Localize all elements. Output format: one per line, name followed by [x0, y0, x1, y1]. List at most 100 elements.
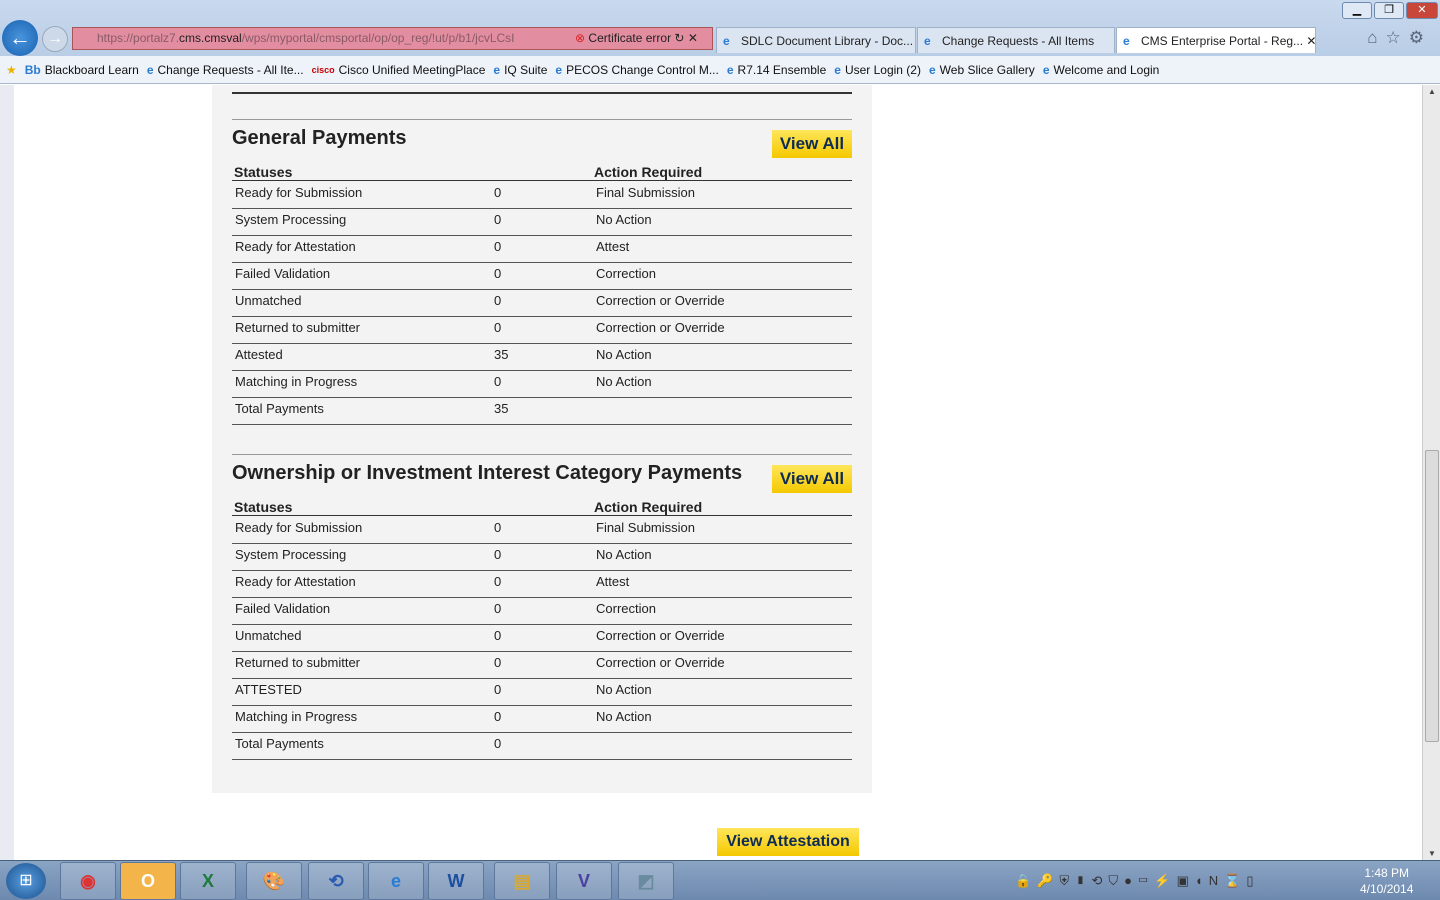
- outlook-taskbar-icon[interactable]: O: [120, 862, 176, 900]
- favorites-icon[interactable]: ★: [6, 62, 17, 77]
- minimize-button[interactable]: ▁: [1342, 2, 1372, 19]
- app-taskbar-icon[interactable]: ◩: [618, 862, 674, 900]
- favorite-link[interactable]: e R7.14 Ensemble: [727, 63, 826, 77]
- status-cell: Failed Validation: [235, 601, 331, 616]
- table-row: Unmatched 0 Correction or Override: [232, 625, 852, 652]
- ie-icon: e: [1123, 34, 1130, 48]
- favorite-link[interactable]: e Web Slice Gallery: [929, 63, 1035, 77]
- action-cell: Attest: [596, 574, 630, 589]
- action-cell: Correction or Override: [596, 293, 725, 308]
- view-all-button[interactable]: View All: [772, 465, 852, 493]
- count-cell: 0: [494, 374, 502, 389]
- certificate-label: Certificate error: [588, 31, 672, 45]
- count-cell: 35: [494, 401, 509, 416]
- scroll-down-arrow[interactable]: ▼: [1428, 849, 1436, 858]
- url-domain: cms.cmsval: [179, 31, 242, 45]
- visio-taskbar-icon[interactable]: V: [556, 862, 612, 900]
- table-row: Total Payments 0: [232, 733, 852, 760]
- view-all-button[interactable]: View All: [772, 130, 852, 158]
- ie-icon: e: [493, 62, 501, 77]
- favorite-link[interactable]: e Change Requests - All Ite...: [147, 63, 304, 77]
- view-attestation-button[interactable]: View Attestation: [717, 828, 859, 856]
- count-cell: 0: [494, 293, 502, 308]
- count-cell: 0: [494, 628, 502, 643]
- section-title: Ownership or Investment Interest Categor…: [232, 462, 743, 484]
- favorite-link[interactable]: e PECOS Change Control M...: [555, 63, 718, 77]
- tab-change-requests[interactable]: e Change Requests - All Items: [917, 27, 1115, 53]
- header-statuses: Statuses: [234, 164, 293, 180]
- favorite-label: R7.14 Ensemble: [737, 62, 827, 77]
- status-cell: Total Payments: [235, 401, 324, 416]
- favorite-link[interactable]: cisco Cisco Unified MeetingPlace: [312, 63, 486, 77]
- scroll-thumb[interactable]: [1425, 450, 1439, 742]
- section-divider: [232, 119, 852, 120]
- status-cell: Ready for Submission: [235, 185, 363, 200]
- close-button[interactable]: ✕: [1406, 2, 1438, 19]
- favorite-label: IQ Suite: [504, 62, 548, 77]
- excel-taskbar-icon[interactable]: X: [180, 862, 236, 900]
- favorites-star-icon[interactable]: ☆: [1385, 28, 1409, 47]
- favorite-link[interactable]: e User Login (2): [834, 63, 921, 77]
- taskbar: ⊞ ◉ O X 🎨 ⟲ e W ▤ V ◩ 🔒🔑⛨▮⟲⛉●▭⚡▣◖N⌛▯ 1:4…: [0, 860, 1440, 900]
- ie-icon: e: [928, 62, 936, 77]
- count-cell: 0: [494, 601, 502, 616]
- blackboard-icon: Bb: [24, 62, 41, 77]
- favorite-label: Web Slice Gallery: [939, 62, 1035, 77]
- header-statuses: Statuses: [234, 499, 293, 515]
- table-row: Ready for Attestation 0 Attest: [232, 236, 852, 263]
- time: 1:48 PM: [1364, 866, 1410, 880]
- table-row: Unmatched 0 Correction or Override: [232, 290, 852, 317]
- restore-button[interactable]: ❐: [1374, 2, 1404, 19]
- tab-cms-portal[interactable]: e CMS Enterprise Portal - Reg... ✕: [1116, 27, 1316, 53]
- home-icon[interactable]: ⌂: [1367, 28, 1386, 47]
- gear-icon[interactable]: ⚙: [1408, 28, 1432, 47]
- favorite-link[interactable]: Bb Blackboard Learn: [25, 63, 139, 77]
- certificate-error[interactable]: ⊗ Certificate error ↻ ✕: [575, 31, 698, 45]
- table-row: Failed Validation 0 Correction: [232, 598, 852, 625]
- table-row: Attested 35 No Action: [232, 344, 852, 371]
- chrome-taskbar-icon[interactable]: ◉: [60, 862, 116, 900]
- tab-sdlc[interactable]: e SDLC Document Library - Doc...: [716, 27, 916, 53]
- favorites-bar: ★ Bb Blackboard Learn e Change Requests - …: [0, 56, 1440, 84]
- window-controls: ▁ ❐ ✕: [1342, 2, 1438, 19]
- ie-icon: e: [924, 34, 931, 48]
- word-taskbar-icon[interactable]: W: [428, 862, 484, 900]
- address-bar[interactable]: https://portalz7.cms.cmsval/wps/myportal…: [72, 27, 713, 50]
- favorite-link[interactable]: e Welcome and Login: [1043, 63, 1160, 77]
- forward-button[interactable]: →: [42, 26, 68, 52]
- system-tray[interactable]: 🔒🔑⛨▮⟲⛉●▭⚡▣◖N⌛▯: [1015, 873, 1260, 888]
- favorite-link[interactable]: e IQ Suite: [493, 63, 547, 77]
- status-cell: Unmatched: [235, 628, 302, 643]
- table-row: Matching in Progress 0 No Action: [232, 706, 852, 733]
- section-title: General Payments: [232, 127, 407, 149]
- error-icon: ⊗: [575, 31, 586, 45]
- status-cell: Matching in Progress: [235, 374, 358, 389]
- status-cell: Returned to submitter: [235, 320, 361, 335]
- paint-taskbar-icon[interactable]: 🎨: [246, 862, 302, 900]
- date: 4/10/2014: [1360, 882, 1414, 896]
- section-divider: [232, 454, 852, 455]
- app-taskbar-icon[interactable]: ⟲: [308, 862, 364, 900]
- header-action: Action Required: [594, 164, 703, 180]
- table-header: Statuses Action Required: [232, 164, 852, 181]
- action-cell: No Action: [596, 547, 652, 562]
- count-cell: 0: [494, 655, 502, 670]
- action-cell: Correction or Override: [596, 655, 725, 670]
- divider: [232, 92, 852, 94]
- back-button[interactable]: ←: [2, 20, 38, 56]
- url-prefix: https://portalz7.: [97, 31, 180, 45]
- start-button[interactable]: ⊞: [6, 863, 46, 899]
- scroll-up-arrow[interactable]: ▲: [1428, 87, 1436, 96]
- explorer-taskbar-icon[interactable]: ▤: [494, 862, 550, 900]
- favorite-label: Welcome and Login: [1053, 62, 1160, 77]
- ie-taskbar-icon[interactable]: e: [368, 862, 424, 900]
- status-cell: Matching in Progress: [235, 709, 358, 724]
- clock[interactable]: 1:48 PM 4/10/2014: [1360, 865, 1413, 897]
- vertical-scrollbar[interactable]: ▲ ▼: [1422, 85, 1440, 860]
- action-cell: Correction or Override: [596, 320, 725, 335]
- table-row: Ready for Submission 0 Final Submission: [232, 517, 852, 544]
- action-cell: No Action: [596, 374, 652, 389]
- url-path: /wps/myportal/cmsportal/op/op_reg/!ut/p/…: [241, 31, 515, 45]
- page-content: General Payments View All Statuses Action R…: [0, 85, 1422, 860]
- action-cell: Correction or Override: [596, 628, 725, 643]
